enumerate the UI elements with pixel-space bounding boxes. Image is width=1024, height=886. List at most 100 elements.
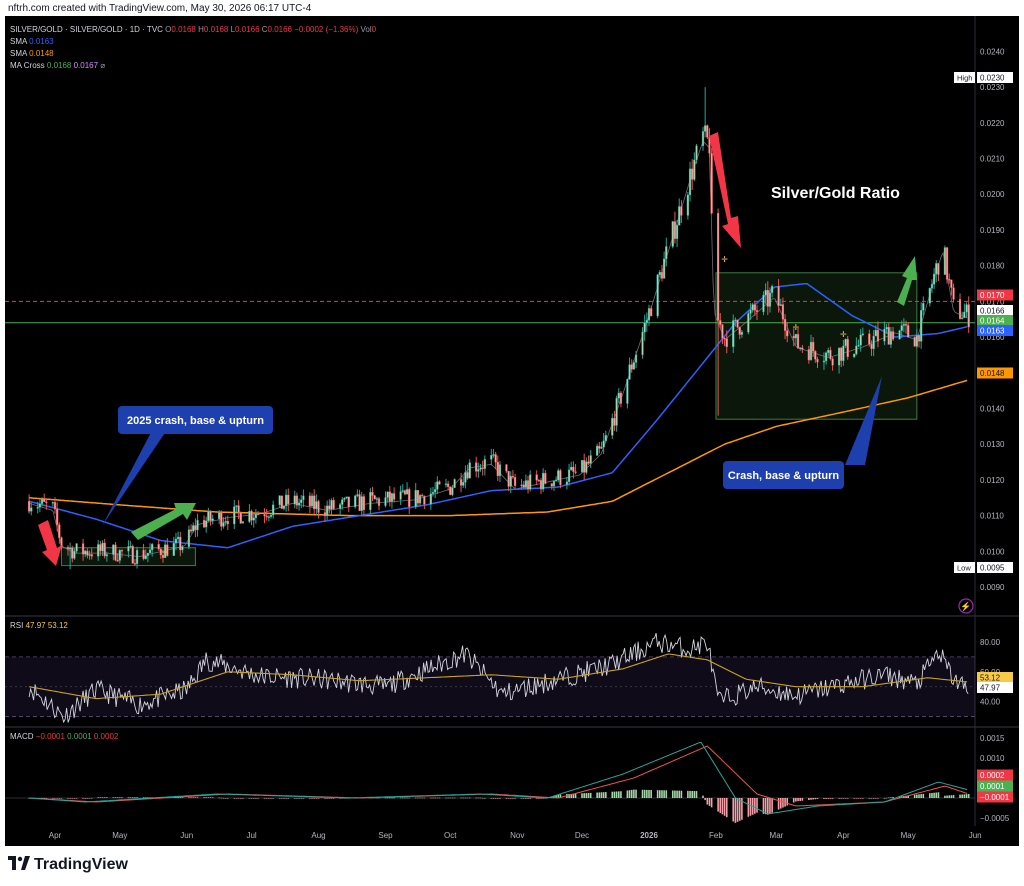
candle [734, 319, 737, 322]
macd-histogram-bar [540, 798, 542, 799]
candle [825, 352, 828, 362]
candle [915, 335, 918, 347]
symbol-name[interactable]: SILVER/GOLD · SILVER/GOLD · 1D · TVC [10, 25, 163, 34]
macd-legend[interactable]: MACD −0.0001 0.0001 0.0002 [10, 732, 118, 741]
macd-histogram-bar [769, 798, 771, 814]
rsi-legend[interactable]: RSI 47.97 53.12 [10, 621, 68, 630]
rsi-label: RSI [10, 621, 24, 630]
candle [172, 542, 175, 556]
candle [403, 490, 407, 495]
candle [466, 472, 469, 479]
macd-histogram-bar [827, 798, 830, 799]
candle [144, 555, 147, 559]
candle [520, 484, 523, 487]
candle [475, 462, 478, 472]
macd-histogram-bar [179, 797, 182, 798]
candle [384, 497, 387, 506]
macd-histogram-bar [840, 798, 843, 799]
time-axis-tick: Jun [969, 831, 982, 840]
macd-histogram-bar [589, 792, 592, 798]
macd-histogram-bar [60, 798, 63, 799]
macd-histogram-bar [574, 793, 577, 798]
candle [643, 322, 646, 333]
macd-histogram-bar [913, 794, 916, 798]
candle [218, 512, 221, 519]
low-tag-label: Low [957, 564, 971, 573]
candle [282, 505, 286, 509]
candle [747, 313, 750, 333]
macd-histogram-bar [656, 790, 659, 798]
candle [60, 537, 63, 548]
macd-histogram-bar [570, 793, 573, 798]
price-tag-green [977, 315, 1013, 326]
candle [269, 514, 273, 517]
macd-histogram-bar [736, 798, 739, 822]
volume-value: 0 [371, 25, 377, 34]
candle [148, 549, 152, 554]
price-axis-tick: 0.0190 [980, 226, 1005, 235]
macd-histogram-bar [695, 791, 698, 798]
macd-histogram-bar [756, 798, 758, 813]
sma-fast-legend[interactable]: SMA 0.0163 [10, 37, 54, 46]
macd-histogram-bar [196, 797, 199, 798]
candle [537, 480, 540, 482]
candle [423, 495, 426, 505]
rsi-signal-value: 53.12 [47, 621, 68, 630]
time-axis-tick: Sep [378, 831, 393, 840]
macd-histogram-bar [875, 798, 877, 799]
tradingview-brand[interactable]: TradingView [8, 856, 128, 874]
macd-histogram-bar [674, 790, 676, 798]
candle [464, 472, 467, 483]
macd-histogram-bar [114, 797, 117, 798]
candle [135, 549, 139, 564]
candle [829, 349, 832, 359]
candle [688, 168, 692, 196]
price-axis-tick: 0.0230 [980, 83, 1005, 92]
macd-histogram-bar [451, 797, 454, 799]
candle [766, 289, 769, 307]
candle [868, 333, 871, 345]
macd-histogram-bar [421, 797, 423, 799]
candle [386, 491, 389, 498]
sma-slow-legend[interactable]: SMA 0.0148 [10, 49, 54, 58]
candle [498, 464, 502, 477]
candle [524, 480, 527, 488]
macd-histogram-bar [401, 797, 404, 799]
macd-histogram-bar [302, 798, 305, 799]
price-tag-blue [977, 325, 1013, 336]
macd-histogram-bar [933, 792, 935, 798]
macd-histogram-bar [853, 798, 855, 799]
candle [362, 496, 365, 511]
green-arrow-up-icon [131, 503, 196, 540]
macd-histogram-bar [514, 798, 516, 799]
macd-histogram-bar [404, 797, 406, 799]
candle [477, 469, 480, 472]
macd-histogram-bar [492, 798, 495, 799]
candle [313, 495, 316, 510]
candle [837, 347, 841, 366]
ma-cross-legend[interactable]: MA Cross 0.0168 0.0167 ⌀ [10, 61, 105, 70]
macd-histogram-bar [268, 798, 270, 799]
candle [963, 311, 966, 318]
price-axis-tick: 0.0120 [980, 476, 1005, 485]
candle [84, 550, 87, 555]
macd-line [29, 741, 968, 815]
candle [753, 304, 756, 311]
price-tag-last [977, 305, 1013, 316]
candle [665, 246, 668, 260]
candle [619, 392, 623, 404]
close-value: 0.0166 [267, 25, 292, 34]
rsi-tag-signal-label: 53.12 [980, 674, 1001, 683]
price-tag-last-label: 0.0166 [980, 307, 1005, 316]
candle [809, 341, 813, 361]
candle [943, 247, 947, 275]
macd-histogram-bar [946, 795, 948, 798]
candle [917, 335, 921, 342]
macd-histogram [28, 789, 970, 823]
macd-tag [977, 780, 1013, 792]
macd-histogram-bar [810, 798, 812, 800]
candle [725, 338, 728, 348]
macd-histogram-bar [961, 794, 963, 798]
macd-histogram-bar [52, 798, 54, 799]
